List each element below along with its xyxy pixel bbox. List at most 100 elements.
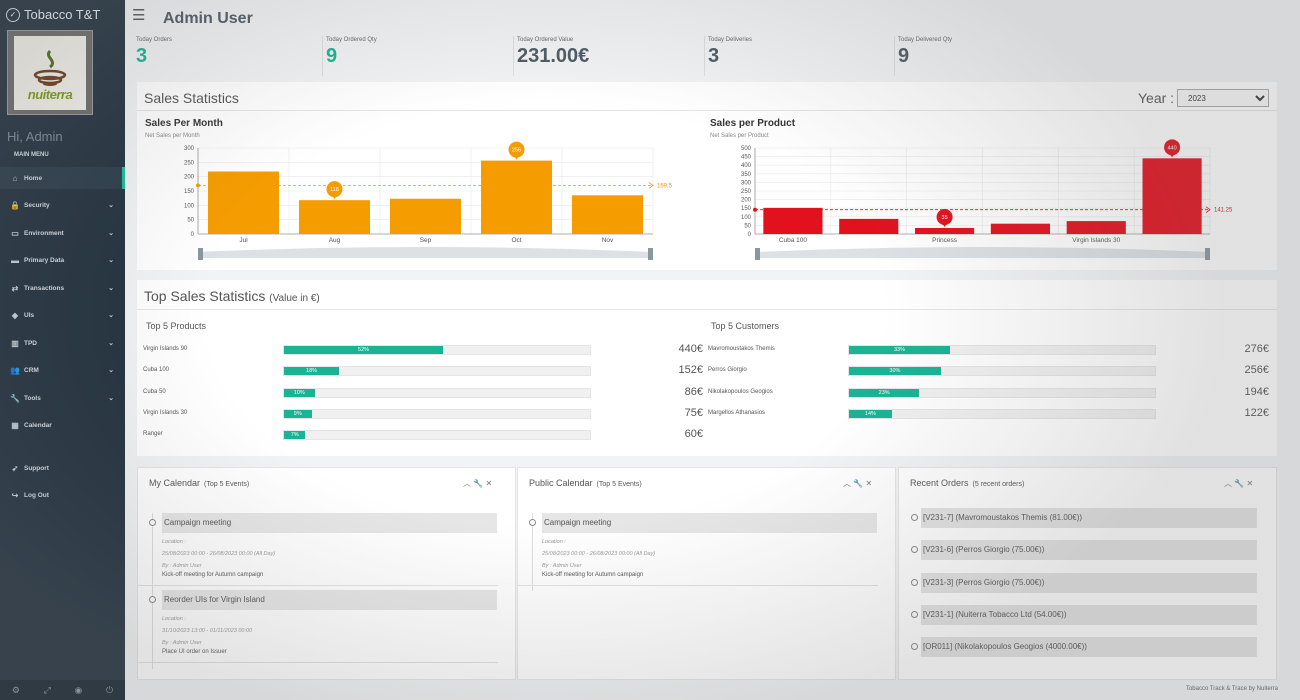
event-item[interactable]: Campaign meeting Location : 25/08/2023 00:… [542, 513, 877, 578]
order-item[interactable]: [V231-3] (Perros Giorgio (75.00€)) [921, 572, 1257, 593]
stat-value: 3 [136, 45, 148, 67]
y-tick-label: 300 [741, 180, 752, 186]
sidebar-item-support[interactable]: ➶ Support [0, 457, 125, 479]
bar[interactable] [481, 160, 552, 234]
order-item[interactable]: [OR011] (Nikolakopoulos Geogios (4000.00… [921, 637, 1257, 658]
marker-label: 256 [512, 148, 521, 154]
event-item[interactable]: Campaign meeting Location : 25/08/2023 00:… [162, 513, 497, 578]
progress-fill: 7% [284, 431, 306, 439]
divider [518, 585, 878, 586]
divider [322, 36, 323, 76]
event-title[interactable]: Reorder UIs for Virgin Island [162, 590, 497, 610]
sidebar-item-security[interactable]: 🔒 Security ⌄ [0, 194, 125, 216]
progress-fill: 30% [849, 367, 941, 375]
bar[interactable] [299, 200, 370, 234]
collapse-icon[interactable]: ︿ [843, 479, 851, 488]
eye-slash-icon[interactable]: ◉ [74, 684, 83, 695]
range-selector[interactable] [198, 247, 653, 258]
fullscreen-icon[interactable]: ⤢ [43, 684, 51, 695]
bar[interactable] [1066, 221, 1126, 234]
timeline-line [532, 513, 533, 591]
settings-icon[interactable]: ⚙ [11, 684, 20, 695]
bar[interactable] [572, 195, 643, 234]
event-description: Kick-off meeting for Autumn campaign [162, 572, 264, 578]
bar[interactable] [390, 198, 461, 234]
event-title[interactable]: Campaign meeting [162, 513, 497, 533]
row-name: Virgin Islands 30 [143, 410, 188, 416]
order-item[interactable]: [V231-6] (Perros Giorgio (75.00€)) [921, 540, 1257, 561]
year-select[interactable]: 2023 [1177, 89, 1269, 107]
sidebar-item-transactions[interactable]: ⇄ Transactions ⌄ [0, 277, 125, 299]
bar[interactable] [990, 223, 1050, 234]
event-description: Kick-off meeting for Autumn campaign [542, 572, 644, 578]
hamburger-menu-icon[interactable]: ☰ [132, 7, 146, 24]
main-content: ☰ Admin User Today Orders 3 Today Ordered … [125, 0, 1300, 700]
recent-orders-panel: Recent Orders (5 recent orders) ︿ 🔧 ✕ [V2… [898, 467, 1277, 680]
sign-out-icon: ↪ [11, 490, 19, 500]
y-tick-label: 250 [741, 189, 752, 195]
order-item[interactable]: [V231-7] (Mavromoustakos Themis (81.00€)… [921, 508, 1257, 528]
stat-value: 231.00€ [517, 45, 590, 67]
close-icon[interactable]: ✕ [1246, 479, 1254, 488]
x-tick-label: Nov [602, 237, 614, 244]
order-item[interactable]: [V231-1] (Nuiterra Tobacco Ltd (54.00€)) [921, 604, 1257, 625]
sidebar-item-primary-data[interactable]: ▬ Primary Data ⌄ [0, 249, 125, 271]
range-selector[interactable] [755, 247, 1210, 258]
close-icon[interactable]: ✕ [865, 479, 873, 488]
sidebar-item-home[interactable]: ⌂ Home [0, 167, 125, 189]
event-location: Location : [542, 539, 566, 545]
sidebar-item-log-out[interactable]: ↪ Log Out [0, 484, 125, 506]
wrench-icon[interactable]: 🔧 [1234, 479, 1245, 488]
brand[interactable]: ✓ Tobacco T&T [6, 7, 100, 22]
sidebar-item-label: Home [24, 174, 43, 182]
sidebar-item-crm[interactable]: 👥 CRM ⌄ [0, 359, 125, 381]
timeline-dot [149, 596, 156, 603]
top-products-heading: Top 5 Products [146, 321, 207, 331]
tags-icon: ◆ [11, 310, 19, 320]
bar[interactable] [208, 171, 279, 234]
sidebar-item-uis[interactable]: ◆ UIs ⌄ [0, 304, 125, 326]
range-handle-left[interactable] [198, 248, 203, 260]
sidebar-item-tpd[interactable]: ▥ TPD ⌄ [0, 332, 125, 354]
stat-label: Today Deliveries [708, 37, 753, 43]
power-icon[interactable]: ⏻ [105, 684, 114, 695]
progress-fill: 9% [284, 410, 312, 418]
bar[interactable] [915, 227, 975, 234]
y-tick-label: 150 [184, 189, 195, 195]
range-handle-right[interactable] [1205, 248, 1210, 260]
sidebar-item-calendar[interactable]: ▦ Calendar [0, 414, 125, 436]
sidebar-item-environment[interactable]: ▭ Environment ⌄ [0, 222, 125, 244]
event-item[interactable]: Reorder UIs for Virgin Island Location : 3… [162, 590, 497, 655]
progress-fill: 23% [849, 389, 920, 397]
collapse-icon[interactable]: ︿ [1224, 479, 1232, 488]
collapse-icon[interactable]: ︿ [463, 479, 471, 488]
stat-today-ordered-value: Today Ordered Value 231.00€ [517, 37, 589, 68]
event-meta: Location : 25/08/2023 00:00 - 26/08/2023 … [542, 536, 877, 572]
bar[interactable] [763, 207, 823, 234]
range-handle-right[interactable] [648, 248, 653, 260]
x-tick-label: Virgin Islands 30 [1072, 237, 1120, 244]
x-tick-label: Oct [511, 237, 521, 244]
timeline-dot [911, 578, 918, 586]
chevron-down-icon: ⌄ [108, 202, 114, 209]
wrench-icon[interactable]: 🔧 [473, 479, 484, 488]
marker-label: 440 [1167, 145, 1176, 151]
range-handle-left[interactable] [755, 248, 760, 260]
sidebar-item-tools[interactable]: 🔧 Tools ⌄ [0, 387, 125, 409]
y-tick-label: 0 [748, 232, 752, 238]
bar[interactable] [839, 218, 899, 234]
event-title[interactable]: Campaign meeting [542, 513, 877, 533]
footer-text: Tobacco Track & Trace by Nuiterra [1185, 686, 1278, 692]
row-value: 194€ [1244, 386, 1269, 398]
panel-tools: ︿ 🔧 ✕ [843, 478, 872, 489]
sidebar-item-label: Primary Data [24, 256, 65, 264]
wrench-icon[interactable]: 🔧 [853, 479, 864, 488]
progress-bar: 7% [283, 430, 591, 440]
close-icon[interactable]: ✕ [485, 479, 493, 488]
stat-value: 9 [326, 45, 338, 67]
divider [894, 36, 895, 76]
bar[interactable] [1142, 158, 1202, 234]
row-name: Margellos Athanasios [708, 410, 766, 416]
recent-orders-header: Recent Orders (5 recent orders) [910, 478, 1024, 488]
y-tick-label: 200 [741, 198, 752, 204]
